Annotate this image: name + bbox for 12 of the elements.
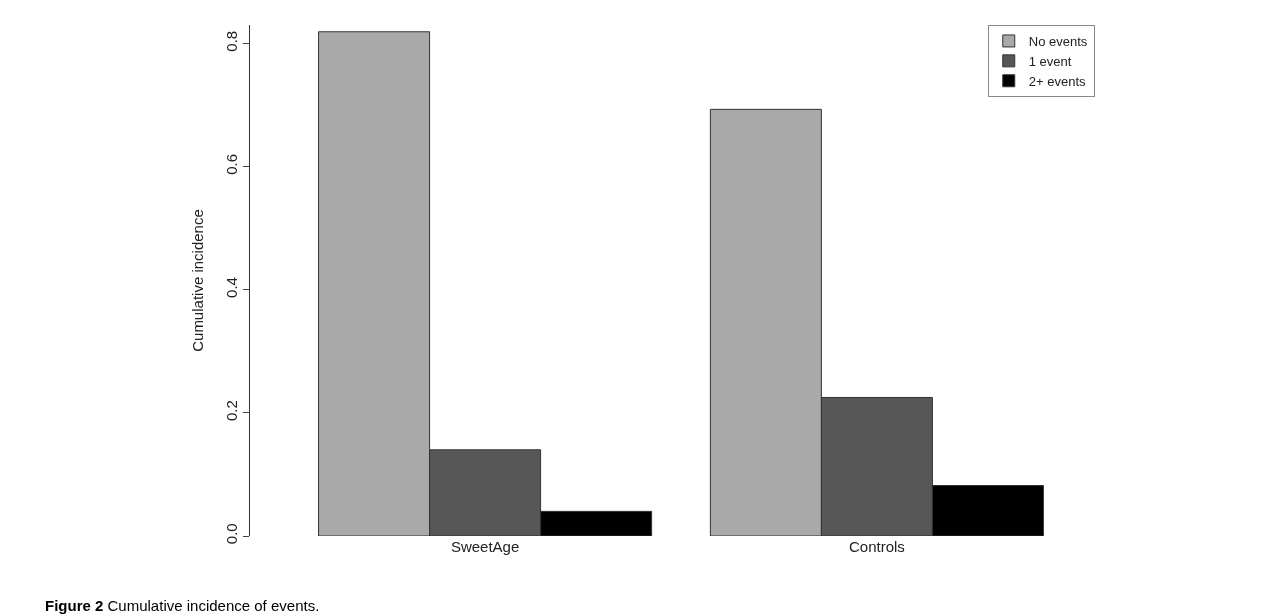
y-tick-label: 0.0 — [223, 523, 240, 545]
x-tick-label: Controls — [848, 538, 905, 555]
x-tick-label: SweetAge — [450, 538, 520, 555]
caption: Figure 2 Cumulative incidence of events. — [45, 597, 320, 614]
y-tick-label: 0.2 — [223, 400, 240, 422]
legend-label: No events — [1028, 34, 1088, 50]
legend-label: 2+ events — [1028, 73, 1086, 89]
y-tick-label: 0.8 — [223, 30, 240, 52]
y-tick-label: 0.4 — [223, 277, 240, 298]
y-axis-title: Cumulative incidence — [189, 209, 207, 352]
legend-label: 1 event — [1028, 53, 1072, 69]
y-tick-label: 0.6 — [223, 153, 240, 175]
